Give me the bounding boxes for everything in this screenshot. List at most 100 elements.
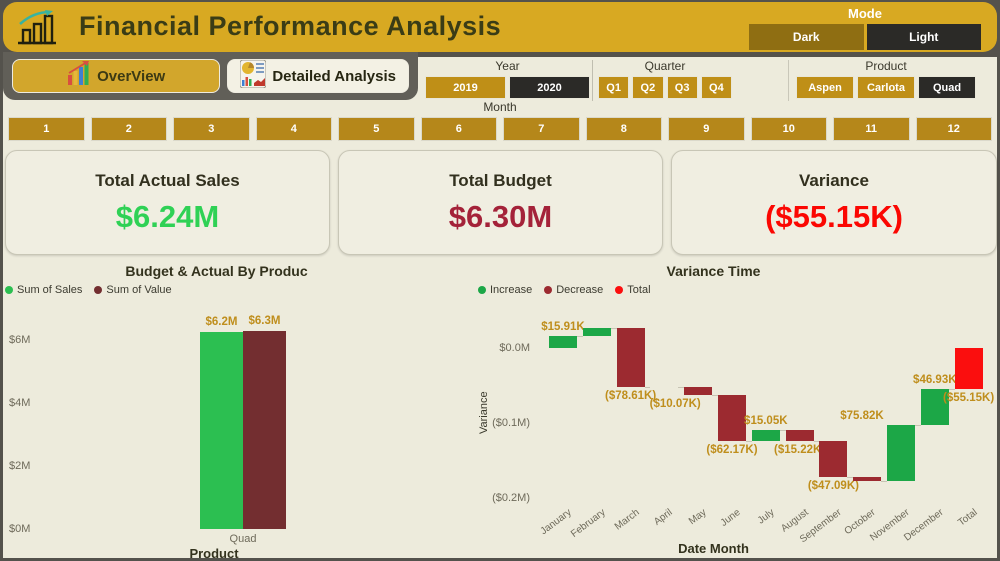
legend-dot	[478, 286, 486, 294]
legend-label: Sum of Sales	[17, 284, 83, 296]
legend-item: Sum of Sales	[5, 284, 82, 296]
filter-divider	[592, 60, 593, 101]
waterfall-data-label: ($47.09K)	[807, 479, 859, 492]
legend-dot	[94, 286, 103, 294]
product-option-carlota[interactable]: Carlota	[857, 76, 915, 99]
waterfall-bar-may[interactable]	[684, 387, 713, 395]
filter-divider	[788, 60, 789, 101]
legend-item: Increase	[478, 284, 532, 296]
y-axis-tick: ($0.2M)	[492, 492, 530, 504]
waterfall-bar-november[interactable]	[887, 424, 915, 482]
year-filter-label: Year	[495, 59, 520, 73]
year-option-2019[interactable]: 2019	[425, 76, 506, 99]
y-axis-tick: $4M	[9, 397, 31, 409]
month-option-8[interactable]: 8	[585, 117, 662, 141]
quarter-option-q3[interactable]: Q3	[666, 76, 698, 99]
waterfall-connector	[847, 476, 854, 478]
kpi-card-1: Total Actual Sales $6.24M	[5, 150, 330, 255]
month-option-2[interactable]: 2	[90, 117, 167, 141]
product-option-aspen[interactable]: Aspen	[796, 76, 854, 99]
waterfall-bar-october[interactable]	[853, 476, 882, 482]
waterfall-bar-july[interactable]	[751, 430, 780, 442]
month-filter-label: Month	[483, 100, 517, 114]
bar-sum-of-value[interactable]	[243, 330, 286, 529]
waterfall-connector	[678, 387, 685, 389]
waterfall-connector	[948, 389, 955, 391]
waterfall-bar-february[interactable]	[582, 328, 611, 337]
detailed-analysis-dashboard-icon	[239, 59, 267, 92]
mode-button-light[interactable]: Light	[866, 24, 981, 50]
quarter-filter-label: Quarter	[644, 59, 686, 73]
month-option-4[interactable]: 4	[255, 117, 332, 141]
bar-chart-title: Budget & Actual By Produc	[125, 263, 308, 279]
tab-overview-label: OverView	[97, 67, 166, 85]
product-option-quad[interactable]: Quad	[918, 76, 976, 99]
kpi-value: $6.24M	[115, 199, 220, 234]
legend-label: Decrease	[556, 284, 604, 296]
waterfall-data-label: $15.05K	[744, 415, 788, 428]
month-option-6[interactable]: 6	[420, 117, 497, 141]
mode-buttons: Dark Light	[749, 24, 981, 50]
month-option-11[interactable]: 11	[833, 117, 910, 141]
y-axis-tick: ($0.1M)	[492, 417, 530, 429]
bar-data-label: $6.3M	[248, 314, 281, 327]
tab-detailed-analysis[interactable]: Detailed Analysis	[227, 59, 409, 93]
tab-bar: OverView Detailed Analysis	[3, 52, 418, 100]
month-option-3[interactable]: 3	[173, 117, 250, 141]
waterfall-bar-september[interactable]	[819, 441, 848, 477]
month-option-10[interactable]: 10	[750, 117, 827, 141]
waterfall-title: Variance Time	[666, 263, 761, 279]
legend-dot	[615, 286, 624, 294]
waterfall-connector	[712, 394, 718, 396]
waterfall-bar-january[interactable]	[549, 336, 577, 348]
app-header: Financial Performance Analysis Mode Dark…	[3, 2, 997, 52]
bar-sum-of-sales[interactable]	[200, 332, 243, 529]
tab-detailed-analysis-label: Detailed Analysis	[272, 67, 396, 85]
bar-chart-legend: Sum of Sales Sum of Value	[5, 284, 172, 296]
product-filter: Product Aspen Carlota Quad	[796, 57, 976, 103]
mode-button-dark[interactable]: Dark	[749, 24, 864, 50]
legend-item: Sum of Value	[94, 284, 172, 296]
waterfall-data-label: ($10.07K)	[649, 397, 701, 410]
legend-label: Total	[627, 284, 651, 296]
year-filter: Year 2019 2020	[425, 57, 590, 103]
legend-label: Sum of Value	[106, 284, 172, 296]
waterfall-bar-june[interactable]	[718, 394, 746, 442]
waterfall-bar-total[interactable]	[954, 348, 983, 390]
waterfall-bar-december[interactable]	[920, 389, 949, 425]
waterfall-data-label: ($55.15K)	[943, 392, 995, 405]
waterfall-connector	[813, 441, 820, 443]
logo-bar-chart-icon	[14, 7, 60, 54]
quarter-filter: Quarter Q1 Q2 Q3 Q4	[598, 57, 732, 103]
waterfall-data-label: $15.91K	[541, 321, 585, 334]
variance-waterfall-chart: Variance Time Increase Decrease Total Varian…	[430, 258, 997, 558]
waterfall-connector	[577, 336, 583, 338]
quarter-option-q4[interactable]: Q4	[700, 76, 732, 99]
waterfall-bar-august[interactable]	[785, 430, 814, 442]
year-option-2020[interactable]: 2020	[509, 76, 590, 99]
waterfall-data-label: ($62.17K)	[706, 444, 758, 457]
month-option-9[interactable]: 9	[668, 117, 745, 141]
month-option-7[interactable]: 7	[503, 117, 580, 141]
quarter-option-q2[interactable]: Q2	[632, 76, 664, 99]
waterfall-data-label: ($15.22K)	[774, 444, 826, 457]
month-option-12[interactable]: 12	[915, 117, 992, 141]
mode-control: Mode Dark Light	[749, 4, 981, 50]
waterfall-data-label: $46.93K	[913, 374, 957, 387]
tab-overview[interactable]: OverView	[12, 59, 221, 93]
waterfall-connector	[881, 481, 887, 483]
legend-item: Total	[615, 284, 651, 296]
y-axis-tick: $0M	[9, 523, 31, 535]
quarter-option-q1[interactable]: Q1	[598, 76, 630, 99]
kpi-value: ($55.15K)	[765, 199, 903, 234]
y-axis-tick: $0.0M	[499, 342, 530, 354]
waterfall-data-label: $75.82K	[840, 409, 884, 422]
month-option-1[interactable]: 1	[8, 117, 85, 141]
waterfall-bar-march[interactable]	[616, 328, 645, 388]
legend-dot	[5, 286, 13, 294]
waterfall-connector	[644, 387, 651, 389]
kpi-card-3: Variance ($55.15K)	[671, 150, 997, 255]
month-option-5[interactable]: 5	[338, 117, 415, 141]
y-axis-tick: $6M	[9, 334, 31, 346]
kpi-card-2: Total Budget $6.30M	[338, 150, 663, 255]
